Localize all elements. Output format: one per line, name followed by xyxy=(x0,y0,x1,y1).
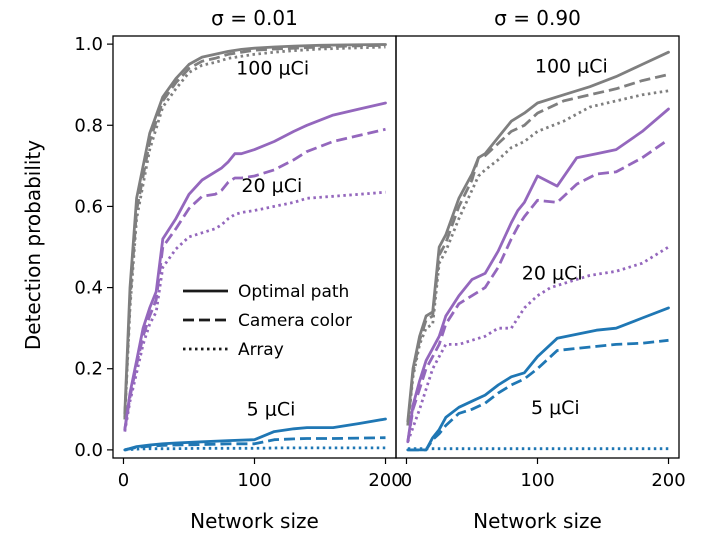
legend: Optimal path Camera color Array xyxy=(183,282,352,360)
y-tick-label: 0.8 xyxy=(74,115,103,136)
series-line-20-uci-camera-color xyxy=(123,127,386,430)
legend-label-array: Array xyxy=(238,340,284,360)
x-axis-label: Network size xyxy=(190,509,319,533)
series-line-100-uci-array xyxy=(123,45,386,420)
y-tick-label: 0.6 xyxy=(74,196,103,217)
y-tick-label: 0.4 xyxy=(74,278,103,299)
x-tick-label: 200 xyxy=(368,470,402,491)
x-tick-label: 200 xyxy=(651,470,685,491)
series-line-20-uci-array xyxy=(123,190,386,432)
legend-label-camera-color: Camera color xyxy=(238,311,352,331)
series-line-5-uci-optimal-path xyxy=(123,417,387,452)
y-tick-label: 0.2 xyxy=(74,359,103,380)
annotation-5-uci: 5 μCi xyxy=(531,397,580,419)
x-tick-label: 100 xyxy=(237,470,271,491)
series-line-20-uci-camera-color xyxy=(406,138,670,443)
series-line-20-uci-array xyxy=(406,245,670,443)
series-line-5-uci-camera-color xyxy=(407,338,669,452)
series-line-5-uci-optimal-path xyxy=(406,306,670,452)
series-line-5-uci-array xyxy=(124,446,386,452)
x-axis-label: Network size xyxy=(473,509,602,533)
panel-1: σ = 0.01 100 μCi 20 μCi 5 μCi 0 100 200 0.0 0.2 0… xyxy=(74,6,402,533)
panel-title: σ = 0.01 xyxy=(211,6,298,30)
plot-frame xyxy=(112,35,397,459)
annotation-20-uci: 20 μCi xyxy=(241,175,302,197)
series-line-100-uci-camera-color xyxy=(406,73,669,426)
y-axis-label: Detection probability xyxy=(21,140,45,350)
series-line-100-uci-camera-color xyxy=(123,43,386,418)
series-line-100-uci-optimal-path xyxy=(406,50,670,423)
x-tick-label: 0 xyxy=(118,470,129,491)
y-tick-label: 1.0 xyxy=(74,34,103,55)
annotation-5-uci: 5 μCi xyxy=(247,398,296,420)
series-line-100-uci-array xyxy=(406,89,669,426)
x-tick-label: 0 xyxy=(401,470,412,491)
x-tick-label: 100 xyxy=(520,470,554,491)
panel-title: σ = 0.90 xyxy=(494,6,581,30)
series-line-5-uci-camera-color xyxy=(124,436,386,452)
series-line-100-uci-optimal-path xyxy=(123,43,387,415)
series-line-20-uci-optimal-path xyxy=(123,101,387,432)
legend-label-optimal-path: Optimal path xyxy=(238,282,349,302)
series-line-20-uci-optimal-path xyxy=(406,107,670,444)
panel-2: σ = 0.90 100 μCi 20 μCi 5 μCi 0 100 200 Network… xyxy=(395,6,686,533)
annotation-100-uci: 100 μCi xyxy=(236,58,309,80)
annotation-100-uci: 100 μCi xyxy=(535,56,608,78)
y-tick-label: 0.0 xyxy=(74,440,103,461)
annotation-20-uci: 20 μCi xyxy=(522,262,583,284)
